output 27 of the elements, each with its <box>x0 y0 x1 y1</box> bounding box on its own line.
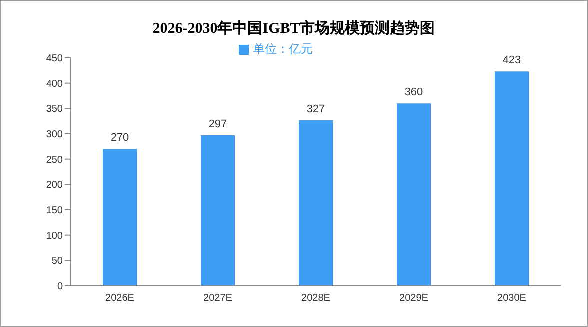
y-tick-label: 200 <box>46 180 64 192</box>
y-tick-label: 150 <box>46 206 64 217</box>
data-label: 423 <box>502 54 522 67</box>
data-label: 297 <box>208 118 228 131</box>
y-tick-label: 450 <box>46 54 64 65</box>
bar <box>299 120 333 286</box>
legend-label: 单位：亿元 <box>253 42 313 56</box>
x-tick-label: 2027E <box>204 293 233 304</box>
data-label: 270 <box>110 132 130 144</box>
y-tick-label: 250 <box>46 154 64 166</box>
y-tick-label: 100 <box>46 230 64 242</box>
y-tick-label: 400 <box>46 78 64 90</box>
data-label: 327 <box>306 103 326 116</box>
y-tick-label: 0 <box>57 282 64 293</box>
chart-title: 2026-2030年中国IGBT市场规模预测趋势图 <box>152 19 436 38</box>
x-tick-label: 2029E <box>400 293 429 304</box>
bar <box>103 149 137 286</box>
data-label: 360 <box>404 86 424 99</box>
y-tick-label: 300 <box>46 130 64 141</box>
x-tick-label: 2028E <box>302 293 331 304</box>
bar <box>495 72 529 286</box>
y-tick-label: 350 <box>46 104 64 116</box>
x-tick-label: 2026E <box>106 293 135 304</box>
bar <box>397 104 431 286</box>
x-tick-label: 2030E <box>498 293 527 304</box>
bar <box>201 136 235 286</box>
y-tick-label: 50 <box>52 256 64 268</box>
